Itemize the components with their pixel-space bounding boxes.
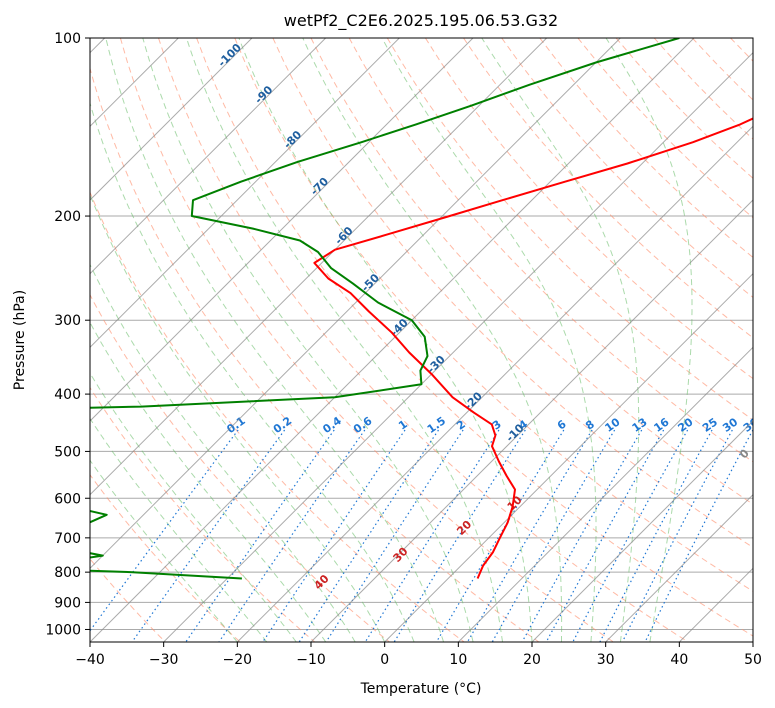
mixing-ratio-line: [393, 429, 526, 642]
moist-adiabat-line: [90, 263, 356, 642]
mixing-ratio-line: [90, 429, 239, 632]
isotherm-line: [384, 272, 753, 642]
y-tick-label: 700: [54, 531, 81, 547]
x-tick-label: 0: [380, 652, 389, 668]
dry-adiabat-line: [90, 386, 316, 642]
isotherm-line: [236, 125, 753, 642]
moist-adiabat-line: [90, 193, 386, 642]
mixing-ratio-line: [572, 429, 689, 642]
mixing-ratio-line: [131, 429, 286, 642]
dry-adiabat-line: [90, 191, 465, 642]
y-tick-label: 100: [54, 31, 81, 47]
isotherm-line: [90, 38, 548, 496]
moist-adiabat-line: [481, 38, 640, 642]
x-tick-label: 10: [449, 652, 467, 668]
isotherm-line: [90, 38, 621, 570]
isotherm-line: [531, 420, 753, 642]
moist-adiabats: [90, 38, 693, 642]
isotherm-line: [90, 38, 327, 275]
x-tick-label: −10: [296, 652, 326, 668]
chart-title: wetPf2_C2E6.2025.195.06.53.G32: [284, 11, 558, 31]
moist-adiabat-line: [90, 459, 238, 642]
y-tick-label: 1000: [45, 622, 81, 638]
y-tick-label: 200: [54, 209, 81, 225]
dewpoint-line: [90, 38, 680, 580]
moist-adiabat-line: [90, 417, 268, 642]
x-tick-label: −30: [149, 652, 179, 668]
y-tick-label: 600: [54, 491, 81, 507]
x-tick-label: 50: [744, 652, 762, 668]
mixing-ratio-line: [262, 429, 406, 642]
isotherm-line: [163, 51, 753, 642]
axes: −40 −30 −20 −10 0 10 20 30 40 50 100 200 300 400 500 60…: [45, 31, 762, 668]
mixing-ratio-line: [298, 429, 439, 642]
isotherm-line: [457, 346, 753, 642]
y-tick-label: 300: [54, 313, 81, 329]
y-tick-label: 500: [54, 444, 81, 460]
temperature-line: [313, 117, 753, 579]
mixing-ratio-line: [364, 429, 500, 642]
dry-adiabat-line: [386, 38, 753, 421]
y-tick-label: 900: [54, 595, 81, 611]
sounding-series: [90, 38, 753, 580]
moist-adiabat-line: [302, 38, 563, 642]
dry-adiabat-line: [158, 38, 689, 642]
isobar-grid: [90, 38, 753, 630]
isotherm-line: [90, 38, 253, 201]
y-tick-label: 400: [54, 387, 81, 403]
moist-adiabat-line: [605, 38, 693, 642]
x-tick-label: 20: [523, 652, 541, 668]
x-tick-label: −40: [75, 652, 105, 668]
mixing-ratio-line: [466, 429, 593, 642]
moist-adiabat-line: [381, 38, 597, 642]
x-tick-label: 40: [670, 652, 688, 668]
moist-adiabat-line: [238, 38, 533, 642]
isotherm-line: [90, 38, 695, 642]
isotherm-line: [310, 199, 753, 642]
y-axis-label: Pressure (hPa): [12, 290, 28, 390]
plot-area: 0.1 0.2 0.4 0.6 1 1.5 2 3 4 6 8 10 13 16 20 25 30 36 -100…: [90, 38, 753, 642]
dry-adiabat-line: [424, 38, 753, 380]
isotherm-line: [90, 38, 400, 349]
dry-adiabat-line: [119, 38, 614, 642]
moist-adiabat-line: [90, 372, 297, 642]
moist-adiabat-line: [186, 38, 503, 642]
isotherm-line: [605, 493, 753, 642]
dry-adiabat-line: [90, 66, 540, 642]
mixing-ratio-line: [435, 429, 565, 642]
mixing-ratio-line: [325, 429, 464, 642]
dry-adiabat-line: [272, 38, 753, 548]
x-tick-label: 30: [597, 652, 615, 668]
moist-adiabat-line: [90, 321, 327, 642]
x-tick-label: −20: [223, 652, 253, 668]
dry-adiabat-line: [90, 558, 166, 642]
moist-adiabat-line: [105, 38, 445, 642]
y-tick-label: 800: [54, 565, 81, 581]
plot-frame: [89, 37, 754, 643]
mixing-ratio-line: [599, 429, 713, 642]
moist-adiabat-line: [142, 38, 474, 642]
x-axis-label: Temperature (°C): [360, 681, 482, 697]
